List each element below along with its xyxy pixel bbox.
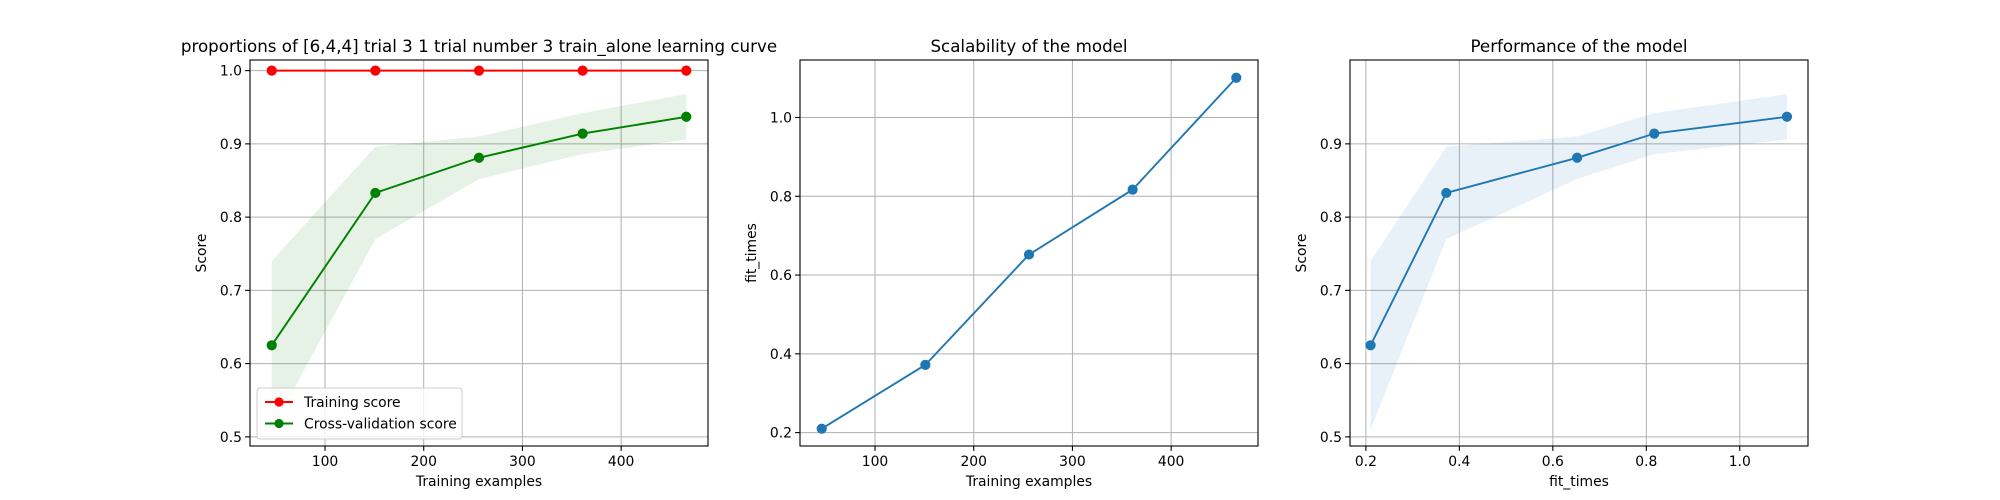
legend-swatch-marker [274,418,284,429]
x-tick-label: 0.8 [1635,454,1657,470]
y-tick-label: 0.8 [220,210,242,226]
x-tick-label: 1.0 [1729,454,1751,470]
x-axis-label: Training examples [965,474,1092,490]
chart-title: Scalability of the model [930,36,1127,56]
data-point [266,340,277,351]
data-point [577,65,588,76]
y-tick-label: 1.0 [770,111,792,127]
data-point [473,152,485,163]
chart-title: Performance of the model [1470,36,1687,56]
x-tick-label: 400 [608,454,635,470]
x-tick-label: 0.6 [1542,454,1564,470]
axes-frame [1349,59,1809,447]
data-point [577,128,588,139]
x-tick-label: 0.4 [1448,454,1470,470]
y-tick-label: 0.7 [1320,283,1342,299]
legend: Training score Cross-validation score [256,387,463,440]
axes-frame [799,59,1259,447]
x-tick-label: 0.2 [1355,454,1377,470]
x-tick-label: 100 [312,454,339,470]
y-axis-label: fit_times [744,223,760,283]
confidence-band-2 [271,94,687,430]
data-point [681,111,692,122]
legend-label: Cross-validation score [304,417,457,433]
data-point [1572,152,1583,163]
data-point [1649,128,1660,139]
grid-lines [1350,60,1808,446]
y-tick-label: 1.0 [220,64,242,80]
y-tick-label: 0.9 [220,137,242,153]
data-point [1441,187,1452,199]
legend-swatch-marker [274,397,284,407]
data-point [370,65,381,76]
x-tick-label: 200 [410,454,437,470]
chart-panel-2: 100 200 300 400 0.2 0.4 0.6 0.8 1.0 Training exam… [744,36,1259,490]
x-tick-label: 100 [862,454,889,470]
data-point [266,65,277,76]
y-tick-label: 0.6 [770,268,792,284]
y-tick-label: 0.8 [770,189,792,205]
grid-lines [800,60,1258,446]
legend-label: Training score [303,395,401,411]
data-point [816,423,827,434]
y-tick-label: 0.6 [220,357,242,373]
data-point [370,187,381,199]
data-point [1127,184,1138,195]
y-tick-label: 0.9 [1320,137,1342,153]
data-point [1023,249,1035,260]
chart-panel-3: 0.2 0.4 0.6 0.8 1.0 0.5 0.6 0.7 0.8 0.9 fit_times S… [1294,36,1809,490]
y-tick-label: 0.6 [1320,357,1342,373]
chart-panel-1: 100 200 300 400 0.5 0.6 0.7 0.8 0.9 1.0 Training e… [181,36,777,490]
y-tick-label: 0.8 [1320,210,1342,226]
confidence-band-1 [1370,94,1787,430]
y-tick-label: 0.7 [220,283,242,299]
legend-box [256,387,463,440]
y-axis-label: Score [1294,234,1310,273]
data-point [681,65,692,76]
x-axis-label: Training examples [415,474,542,490]
data-point [1365,340,1376,351]
y-tick-label: 0.5 [220,430,242,446]
axes-frame [249,59,709,447]
y-tick-label: 0.2 [770,426,792,442]
data-point [1231,72,1242,83]
x-tick-label: 300 [1059,454,1086,470]
y-tick-label: 0.4 [770,347,792,363]
y-axis-label: Score [194,234,210,273]
data-point [1781,111,1793,122]
x-axis-label: fit_times [1549,474,1609,490]
x-tick-label: 400 [1158,454,1185,470]
y-tick-label: 0.5 [1320,430,1342,446]
chart-title: proportions of [6,4,4] trial 3 1 trial n… [181,36,777,57]
x-tick-label: 300 [509,454,536,470]
x-tick-label: 200 [960,454,987,470]
data-point [920,359,931,370]
data-point [473,65,485,76]
